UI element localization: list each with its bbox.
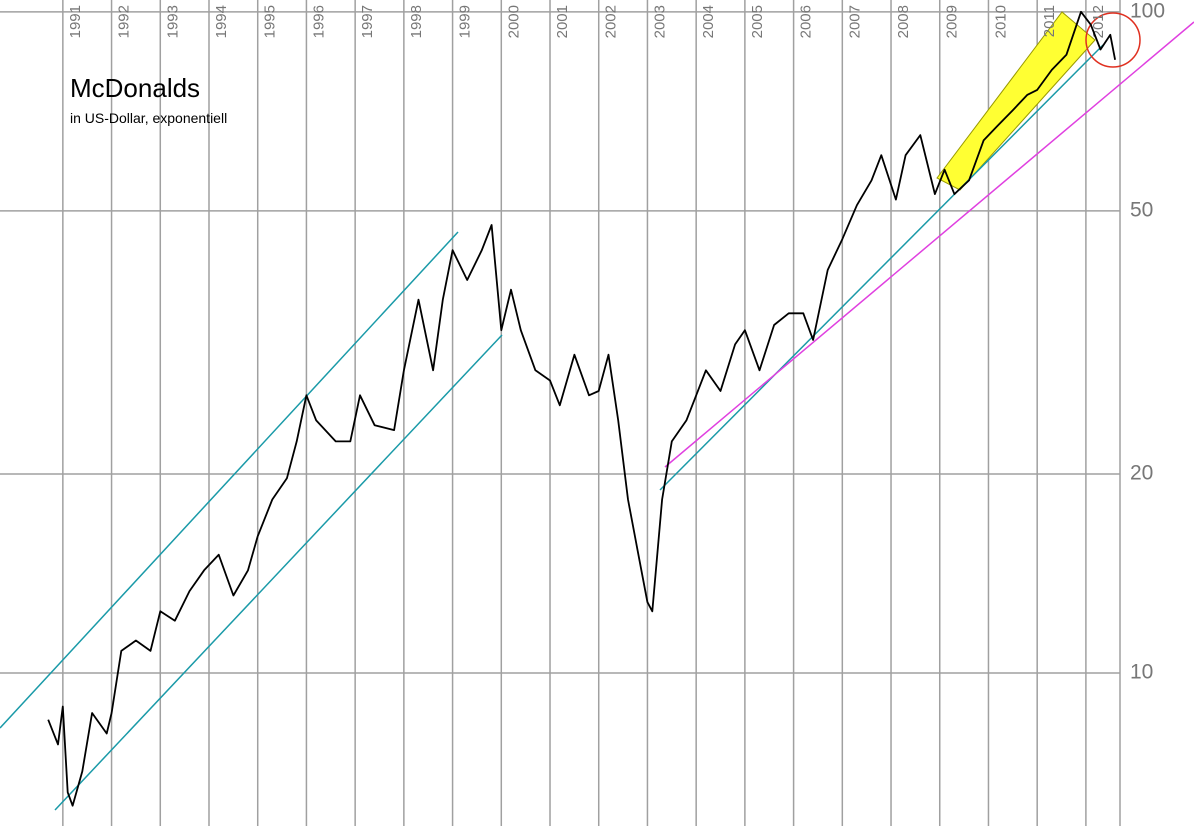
x-tick-label: 2003 <box>651 5 668 38</box>
x-tick-label: 1996 <box>310 5 327 38</box>
highlight-band <box>936 11 1096 191</box>
x-tick-label: 1993 <box>164 5 181 38</box>
trend-line <box>54 334 503 811</box>
chart-title: McDonalds <box>70 73 200 103</box>
y-tick-label: 50 <box>1130 198 1153 221</box>
x-tick-label: 2002 <box>603 5 620 38</box>
x-tick-label: 2008 <box>895 5 912 38</box>
x-tick-label: 2007 <box>846 5 863 38</box>
grid <box>0 0 1121 826</box>
x-tick-label: 2010 <box>992 5 1009 38</box>
x-tick-label: 1994 <box>213 5 230 38</box>
x-tick-label: 2005 <box>749 5 766 38</box>
trend-line <box>659 44 1104 491</box>
chart-subtitle: in US-Dollar, exponentiell <box>70 110 227 126</box>
x-tick-label: 1999 <box>457 5 474 38</box>
y-tick-label: 10 <box>1130 661 1153 684</box>
x-tick-label: 1998 <box>408 5 425 38</box>
x-tick-label: 2001 <box>554 5 571 38</box>
trend-line <box>664 21 1194 468</box>
x-tick-label: 2012 <box>1090 5 1107 38</box>
highlight-circle <box>1085 12 1141 68</box>
y-tick-label: 20 <box>1130 462 1153 485</box>
x-tick-label: 1997 <box>359 5 376 38</box>
price-line <box>47 10 1116 807</box>
x-tick-label: 1992 <box>116 5 133 38</box>
x-tick-label: 2009 <box>944 5 961 38</box>
y-tick-label: 100 <box>1130 0 1165 22</box>
x-tick-label: 1995 <box>262 5 279 38</box>
x-tick-label: 2004 <box>700 5 717 38</box>
x-tick-label: 2000 <box>505 5 522 38</box>
x-tick-label: 1991 <box>67 5 84 38</box>
x-tick-label: 2006 <box>798 5 815 38</box>
trend-line <box>0 231 459 729</box>
x-tick-label: 2011 <box>1041 5 1058 37</box>
